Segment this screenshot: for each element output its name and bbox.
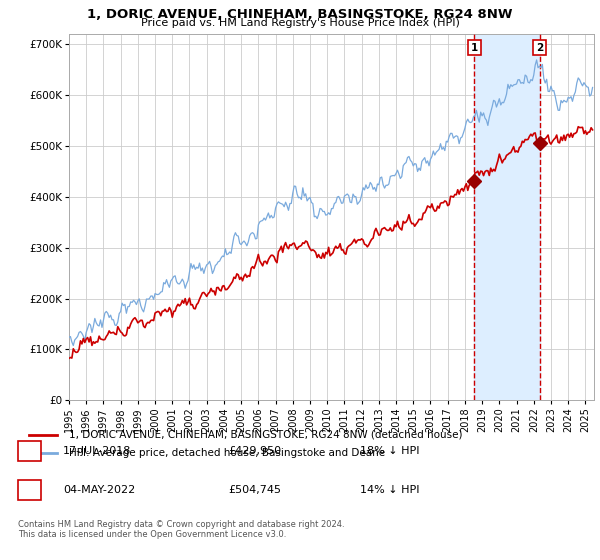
Text: 17-JUL-2018: 17-JUL-2018: [63, 446, 131, 456]
Text: 1: 1: [26, 446, 33, 456]
Text: 2: 2: [536, 43, 543, 53]
Text: 1, DORIC AVENUE, CHINEHAM, BASINGSTOKE, RG24 8NW (detached house): 1, DORIC AVENUE, CHINEHAM, BASINGSTOKE, …: [69, 430, 462, 440]
Text: 04-MAY-2022: 04-MAY-2022: [63, 485, 135, 495]
Text: 14% ↓ HPI: 14% ↓ HPI: [360, 485, 419, 495]
Text: £429,950: £429,950: [228, 446, 281, 456]
Text: Price paid vs. HM Land Registry's House Price Index (HPI): Price paid vs. HM Land Registry's House …: [140, 18, 460, 29]
Text: 1: 1: [470, 43, 478, 53]
Text: Contains HM Land Registry data © Crown copyright and database right 2024.
This d: Contains HM Land Registry data © Crown c…: [18, 520, 344, 539]
Bar: [474, 34, 539, 400]
Text: 2: 2: [26, 485, 33, 495]
Text: £504,745: £504,745: [228, 485, 281, 495]
Text: 18% ↓ HPI: 18% ↓ HPI: [360, 446, 419, 456]
Text: HPI: Average price, detached house, Basingstoke and Deane: HPI: Average price, detached house, Basi…: [69, 448, 385, 458]
Text: 1, DORIC AVENUE, CHINEHAM, BASINGSTOKE, RG24 8NW: 1, DORIC AVENUE, CHINEHAM, BASINGSTOKE, …: [87, 8, 513, 21]
